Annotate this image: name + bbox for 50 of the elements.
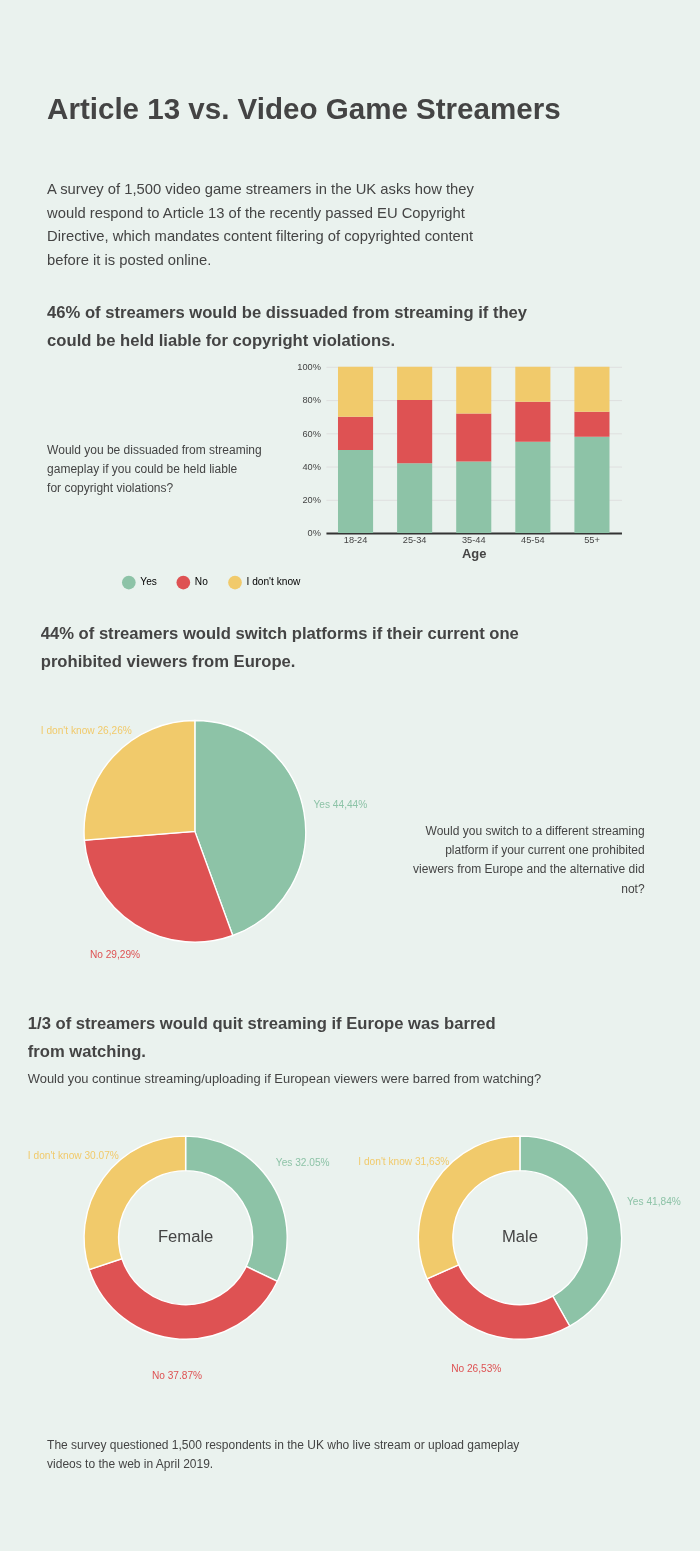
slice-label: I don't know 31,63%: [358, 1155, 450, 1167]
text: The survey questioned 1,500 respondents in the UK who live stream or upload gameplay videos to the web in April 2019.: [47, 1438, 520, 1472]
x-tick-label: 18-24: [343, 534, 368, 545]
chart-subtitle: Would you continue streaming/uploading if European viewers were barred from watching?: [27, 1071, 542, 1087]
chart-title: 46% of streamers would be dissuaded from streaming if they could be held liable for copyright violations.: [47, 302, 528, 350]
text: Would you switch to a different streaming platform if your current one prohibited viewers from Europe and the alternative did not?: [413, 824, 645, 896]
text: Male: [501, 1227, 538, 1247]
slice-label: No 29,29%: [89, 949, 141, 961]
slice-label: Yes 32.05%: [275, 1157, 330, 1169]
chart-title: 44% of streamers would switch platforms if their current one prohibited viewers from Europe.: [40, 624, 519, 671]
y-tick-label: 0%: [307, 528, 321, 539]
slice-label: I don't know 30.07%: [27, 1150, 119, 1162]
x-axis-title: Age: [462, 546, 487, 562]
bar: [515, 366, 551, 402]
text: Article 13 vs. Video Game Streamers: [47, 92, 561, 126]
y-tick-label: 40%: [302, 461, 321, 472]
y-tick-label: 60%: [302, 428, 321, 439]
bar: [515, 401, 551, 442]
text: Would you be dissuaded from streaming gameplay if you could be held liable for copyright violations?: [47, 442, 262, 496]
legend-label: I don't know: [246, 576, 302, 588]
x-tick-label: 55+: [584, 534, 600, 545]
bar: [456, 366, 492, 414]
y-tick-label: 20%: [302, 495, 321, 506]
text: Female: [157, 1227, 214, 1247]
bar: [456, 461, 492, 534]
legend-label: No: [194, 576, 209, 588]
bar: [337, 449, 374, 534]
x-tick-label: 45-54: [521, 534, 545, 545]
slice-label: No 37.87%: [151, 1369, 203, 1381]
legend-label: Yes: [140, 576, 157, 588]
chart-title: 1/3 of streamers would quit streaming if Europe was barred from watching.: [27, 1014, 496, 1061]
bar: [337, 366, 374, 417]
slice-label: Yes 41,84%: [627, 1196, 681, 1208]
x-tick-label: 35-44: [461, 534, 486, 545]
bar: [397, 463, 433, 534]
y-tick-label: 80%: [302, 395, 321, 406]
bar: [397, 400, 433, 464]
text: A survey of 1,500 video game streamers in the UK asks how they would respond to Article 13 of the recently passed EU Copyright Directive, which mandates content filtering of copyrighted content before it is posted online.: [46, 181, 475, 269]
bar: [456, 413, 492, 462]
bar: [574, 411, 610, 437]
bar: [515, 441, 551, 534]
bar: [574, 366, 610, 412]
bar: [337, 416, 374, 450]
slice-label: No 26,53%: [451, 1362, 502, 1374]
slice-label: I don't know 26,26%: [40, 724, 132, 736]
bar: [574, 436, 610, 534]
x-tick-label: 25-34: [402, 534, 427, 545]
bar: [397, 366, 433, 401]
y-tick-label: 100%: [297, 362, 321, 373]
slice-label: Yes 44,44%: [313, 799, 368, 811]
